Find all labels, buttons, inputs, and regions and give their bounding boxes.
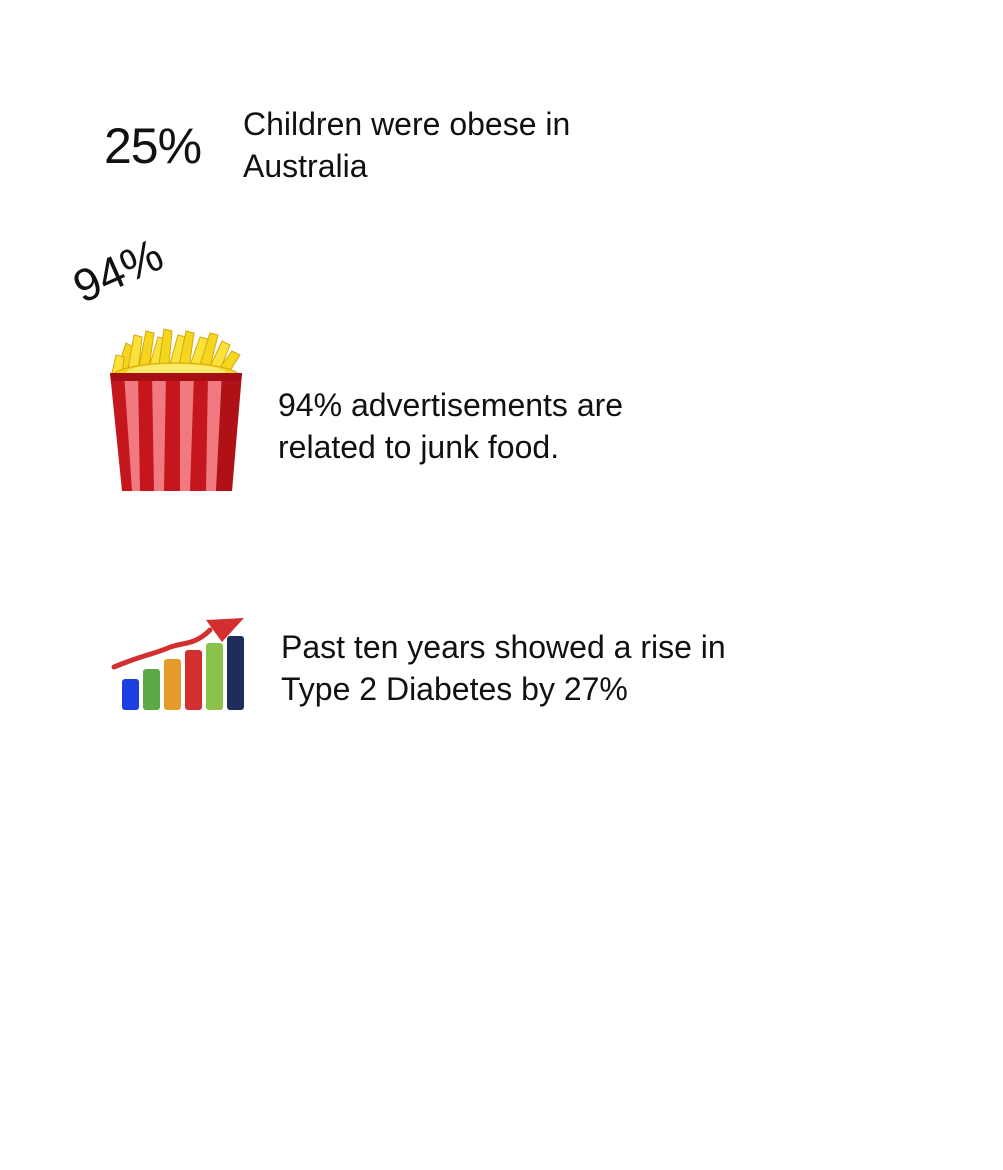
obesity-description: Children were obese in Australia	[243, 103, 570, 187]
diabetes-line-2: Type 2 Diabetes by 27%	[281, 671, 628, 707]
chart-bars	[122, 636, 244, 710]
obesity-line-2: Australia	[243, 148, 368, 184]
ads-line-1: 94% advertisements are	[278, 387, 624, 423]
ads-line-2: related to junk food.	[278, 429, 560, 465]
obesity-percent: 25%	[104, 118, 202, 174]
ads-description: 94% advertisements are related to junk f…	[278, 384, 623, 468]
obesity-line-1: Children were obese in	[243, 106, 571, 142]
french-fries-icon	[110, 328, 242, 491]
diabetes-description: Past ten years showed a rise in Type 2 D…	[281, 626, 726, 710]
trend-arrow	[111, 618, 244, 670]
fries-percent-badge: 94%	[65, 227, 171, 313]
diabetes-line-1: Past ten years showed a rise in	[281, 629, 726, 665]
rising-bar-chart-icon	[111, 618, 244, 710]
fries-carton	[110, 373, 242, 491]
